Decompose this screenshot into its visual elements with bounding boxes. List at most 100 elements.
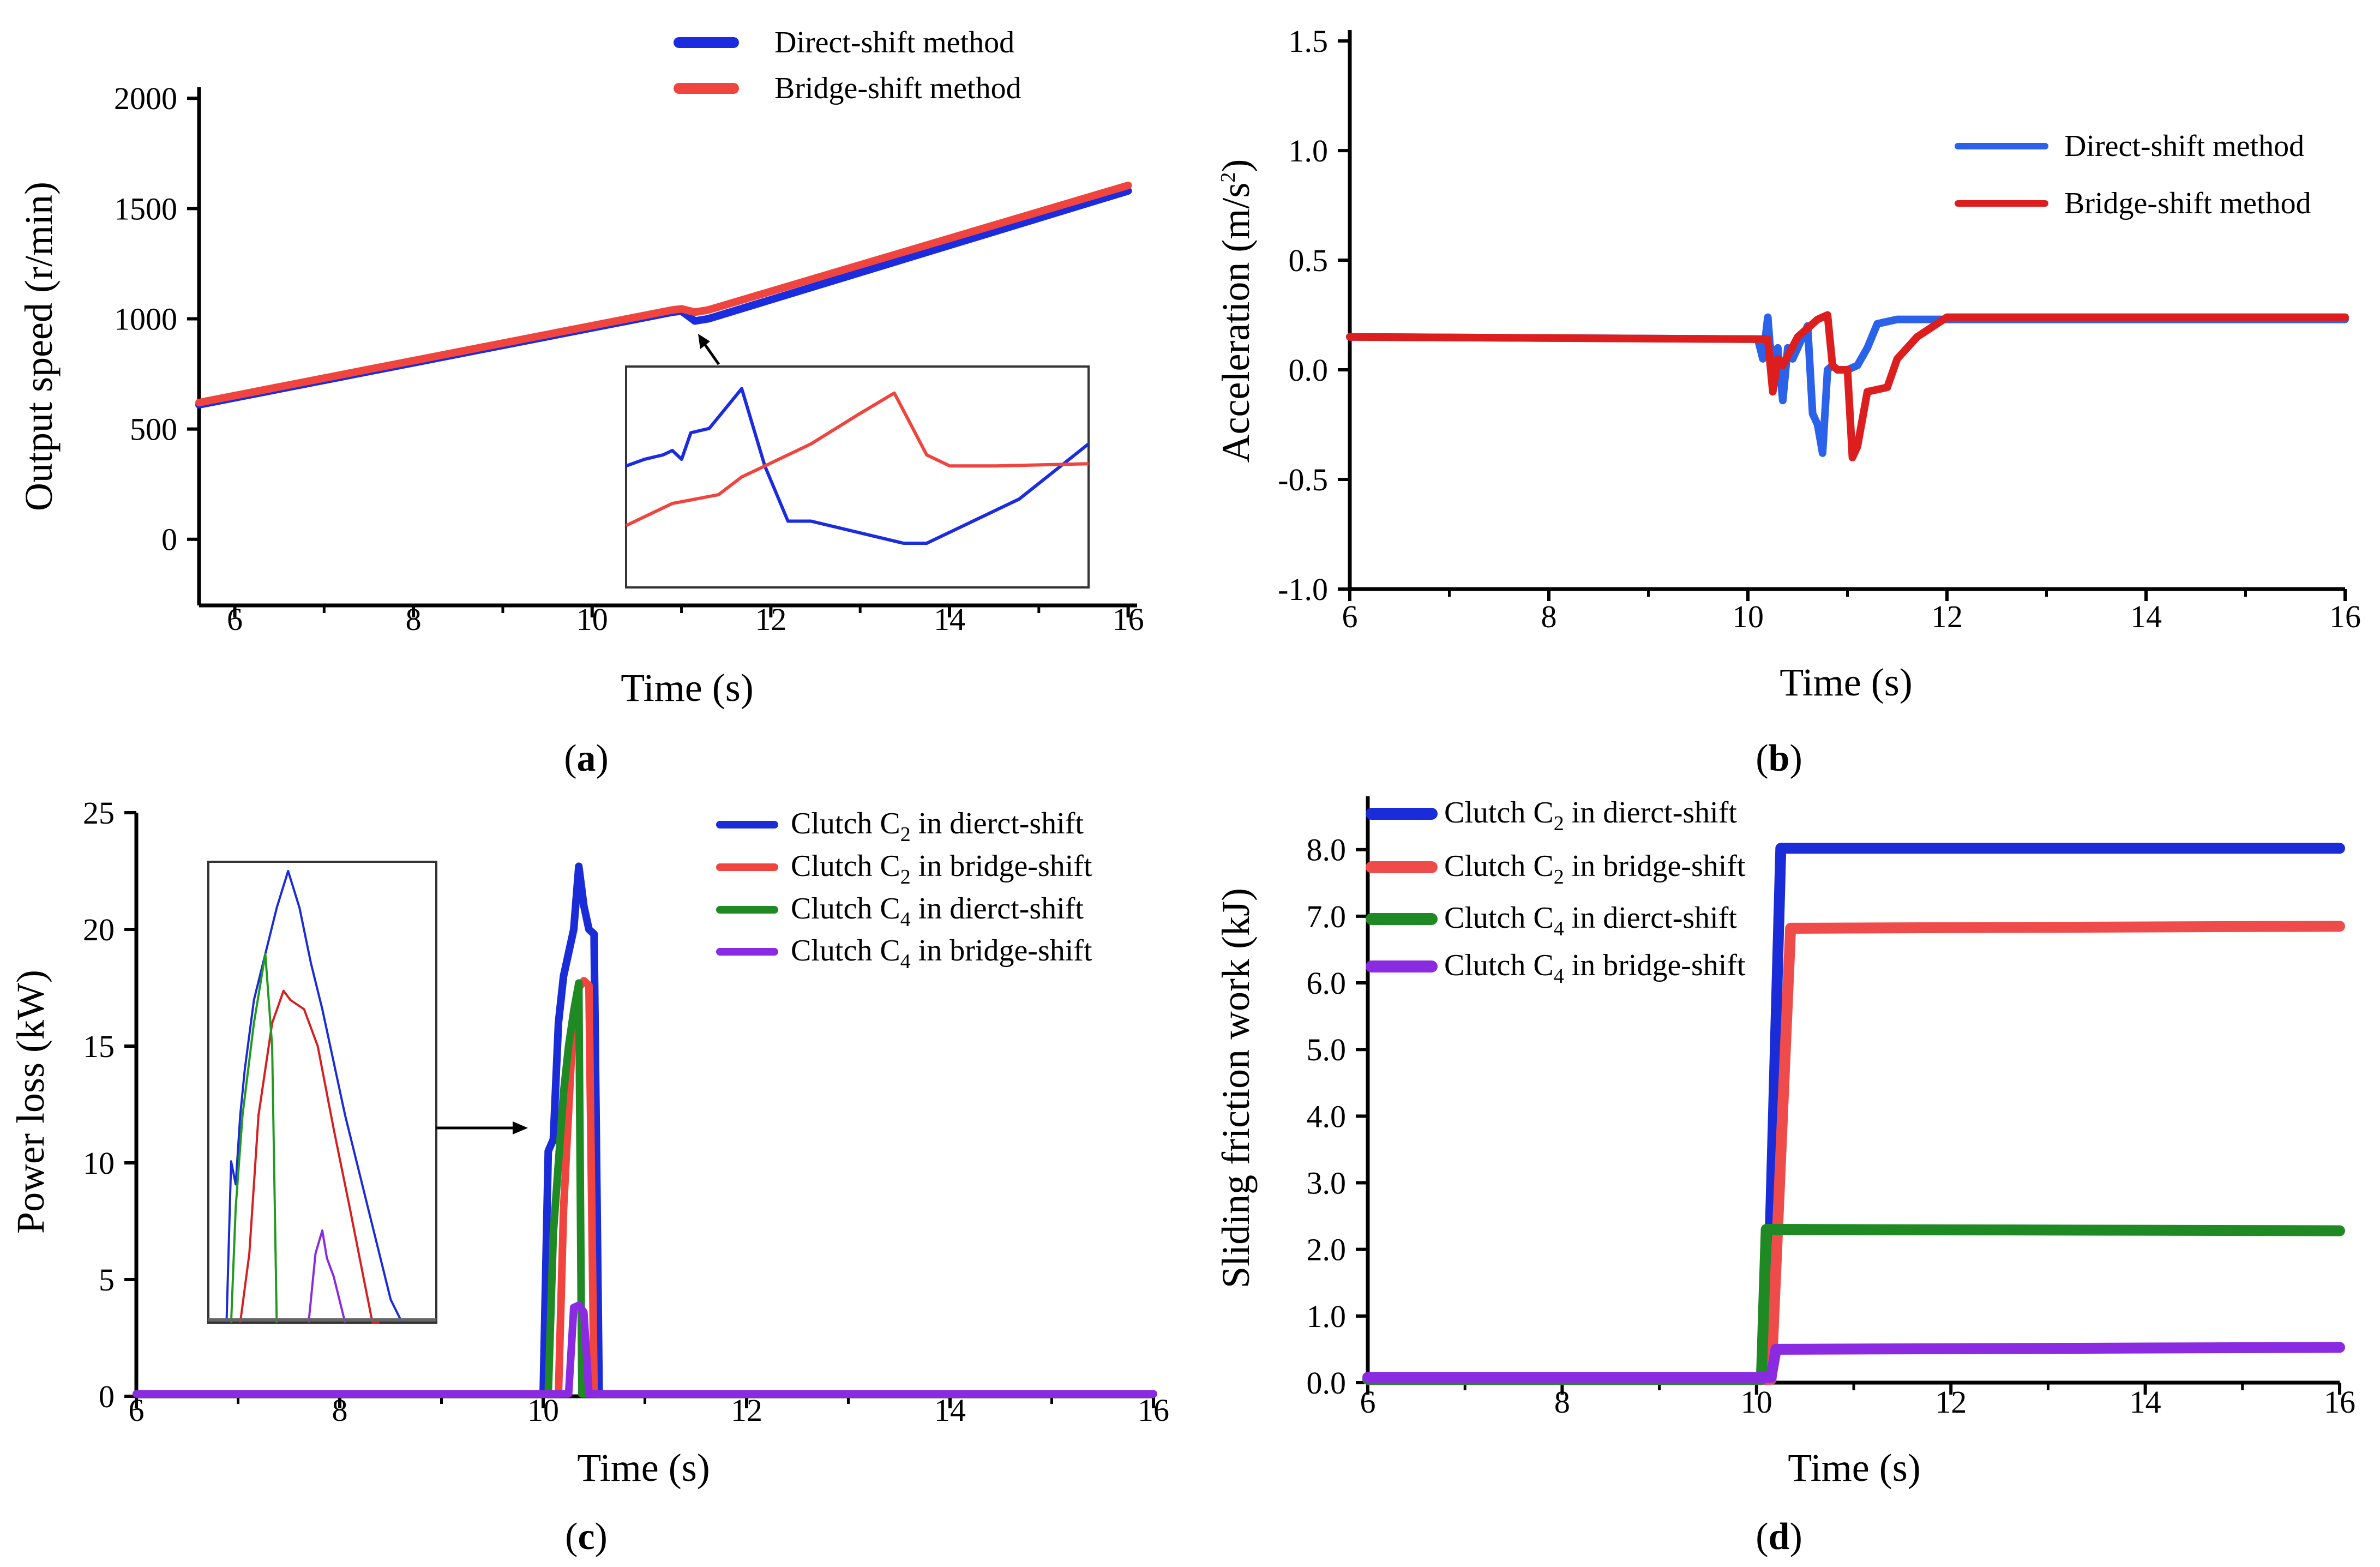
x-tick-label: 6 (1342, 599, 1358, 634)
legend-label-rest: in dierct-shift (1564, 901, 1738, 935)
y-tick-label: 2.0 (1307, 1232, 1347, 1268)
inset-series-line-4 (307, 1229, 346, 1323)
x-tick-label: 16 (2324, 1384, 2355, 1420)
x-tick-label: 12 (1935, 1384, 1967, 1420)
x-tick-label: 14 (2130, 1384, 2161, 1420)
y-tick-label: 1000 (114, 301, 177, 337)
legend-label-1: Clutch C2 in dierct-shift (791, 807, 1084, 846)
legend-label-sub: 2 (900, 866, 911, 888)
y-tick-label: 5 (99, 1262, 115, 1298)
x-tick-label: 6 (1360, 1384, 1376, 1420)
inset-box (625, 365, 1090, 589)
x-tick-label: 12 (731, 1392, 762, 1428)
legend-label-main: Clutch C (1444, 901, 1554, 935)
legend-label-rest: in bridge-shift (1564, 849, 1746, 883)
y-tick-label: 0 (161, 522, 177, 557)
panel-a: 6 8 10 12 14 16 0 500 1000 1500 2000 Time (s) Output… (17, 26, 1144, 710)
legend-label-1: Clutch C2 in dierct-shift (1444, 796, 1737, 835)
y-tick-label: 8.0 (1307, 832, 1347, 868)
x-tick-label: 14 (934, 602, 965, 637)
panel-c: 6 8 10 12 14 16 0 5 10 15 20 25 Time (s) Power loss (… (9, 795, 1169, 1490)
x-tick-label: 12 (1931, 599, 1963, 634)
legend-label-main: Clutch C (1444, 948, 1554, 982)
legend-label-main: Clutch C (791, 892, 900, 926)
y-tick-label: 7.0 (1307, 899, 1347, 934)
x-tick-label: 6 (129, 1392, 145, 1428)
y-tick-label: 5.0 (1307, 1032, 1347, 1067)
y-axis-title-end: ) (1214, 159, 1258, 172)
legend-label-2: Bridge-shift method (774, 71, 1021, 105)
legend-label-rest: in dierct-shift (1564, 796, 1738, 830)
x-tick-label: 10 (1732, 599, 1764, 634)
legend-label-sub: 2 (1554, 812, 1564, 835)
x-tick-label: 14 (934, 1392, 966, 1428)
y-tick-label: 2000 (114, 81, 177, 116)
y-tick-label: 0.0 (1289, 352, 1329, 388)
zoom-arrowhead (513, 1121, 528, 1134)
x-axis-title: Time (s) (1780, 661, 1912, 704)
legend-label-2: Clutch C2 in bridge-shift (791, 849, 1092, 888)
zoom-arrow (702, 341, 720, 365)
y-axis-title: Acceleration (m/s2) (1214, 159, 1258, 463)
x-tick-label: 16 (1138, 1392, 1169, 1428)
panel-label-a: (a) (564, 737, 609, 779)
legend-label-rest: in dierct-shift (911, 807, 1084, 840)
y-tick-label: 3.0 (1307, 1166, 1347, 1201)
legend-label-main: Clutch C (791, 849, 900, 883)
x-tick-label: 16 (1113, 602, 1144, 637)
x-tick-label: 10 (527, 1392, 559, 1428)
x-axis-title: Time (s) (577, 1446, 710, 1490)
inset-series-line-2 (239, 989, 380, 1324)
y-tick-label: 6.0 (1307, 965, 1347, 1001)
x-tick-label: 8 (332, 1392, 348, 1428)
x-axis-title: Time (s) (1788, 1446, 1920, 1490)
legend-label-3: Clutch C4 in dierct-shift (791, 892, 1084, 931)
x-tick-label: 6 (227, 602, 243, 637)
y-tick-label: 1.5 (1289, 23, 1329, 59)
series-line-2 (1346, 311, 2349, 461)
panel-b: 6 8 10 12 14 16 -1.0 -0.5 0.0 0.5 1.0 1.5 Time (s) Ac… (1214, 23, 2361, 704)
legend-label-rest: in bridge-shift (1564, 948, 1746, 982)
series-line-4 (133, 1301, 1157, 1398)
y-tick-label: -0.5 (1278, 462, 1328, 497)
x-tick-label: 8 (1554, 1384, 1570, 1420)
inset-series-line-1 (625, 387, 1090, 545)
x-tick-label: 8 (1541, 599, 1557, 634)
y-axis-title: Sliding friction work (kJ) (1214, 888, 1258, 1288)
legend-label-1: Direct-shift method (774, 26, 1014, 59)
series-line-2 (195, 181, 1132, 407)
y-tick-label: 1.0 (1289, 133, 1329, 169)
legend-label-sub: 2 (1554, 866, 1564, 888)
legend-label-2: Clutch C2 in bridge-shift (1444, 849, 1746, 888)
y-tick-label: 15 (83, 1029, 115, 1064)
legend-label-rest: in bridge-shift (911, 934, 1092, 968)
x-tick-label: 10 (1741, 1384, 1772, 1420)
y-tick-label: 10 (83, 1145, 115, 1181)
zoom-arrowhead (698, 334, 710, 349)
series-line-2 (1362, 921, 2345, 1385)
y-tick-label: 25 (83, 795, 115, 831)
y-tick-label: 0.5 (1289, 243, 1329, 278)
y-axis-title-main: Acceleration (m/s (1214, 183, 1258, 463)
legend-label-rest: in dierct-shift (911, 892, 1084, 926)
legend-label-main: Clutch C (791, 807, 900, 840)
x-tick-label: 12 (755, 602, 786, 637)
legend-label-sub: 2 (900, 823, 911, 846)
x-tick-label: 14 (2130, 599, 2162, 634)
x-axis-title: Time (s) (621, 666, 753, 710)
series-line-4 (1362, 1342, 2345, 1383)
y-tick-label: 0 (99, 1379, 115, 1414)
legend-label-4: Clutch C4 in bridge-shift (1444, 948, 1746, 988)
legend-label-main: Clutch C (1444, 796, 1554, 830)
series-line-3 (133, 979, 1157, 1398)
x-tick-label: 16 (2329, 599, 2361, 634)
y-axis-title: Output speed (r/min) (17, 182, 61, 511)
y-tick-label: 1.0 (1307, 1299, 1347, 1334)
y-axis-title-sup: 2 (1217, 172, 1240, 183)
y-tick-label: -1.0 (1278, 572, 1328, 607)
legend-label-rest: in bridge-shift (911, 849, 1092, 883)
x-tick-label: 8 (406, 602, 422, 637)
legend-label-2: Bridge-shift method (2064, 187, 2311, 220)
inset-series-line-3 (230, 953, 278, 1323)
